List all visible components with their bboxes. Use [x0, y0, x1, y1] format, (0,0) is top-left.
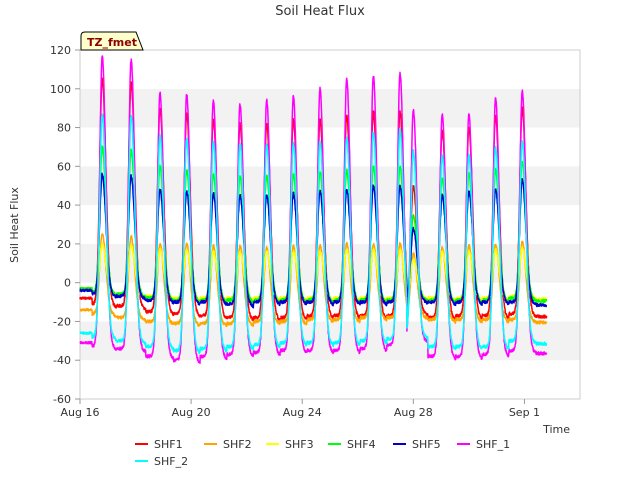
series-line-shf-2 — [79, 113, 548, 355]
x-tick-label: Aug 16 — [61, 406, 100, 419]
y-tick-label: 100 — [50, 83, 71, 96]
y-tick-label: 120 — [50, 44, 71, 57]
y-tick-label: -20 — [53, 315, 71, 328]
y-tick-label: 80 — [57, 122, 71, 135]
x-tick-label: Sep 1 — [509, 406, 540, 419]
series-lines — [79, 55, 548, 365]
grid-band — [80, 360, 580, 399]
grid-band — [80, 166, 580, 206]
grid-band — [80, 88, 580, 128]
grid-band — [80, 205, 580, 244]
y-tick-label: 20 — [57, 238, 71, 251]
plot-frame — [79, 49, 581, 400]
legend-label: SHF1 — [154, 438, 183, 451]
y-tick-label: 40 — [57, 199, 71, 212]
legend-label: SHF_1 — [476, 438, 510, 451]
site-label-background — [80, 31, 144, 51]
x-tick-label: Aug 28 — [394, 406, 433, 419]
x-tick-label: Aug 24 — [283, 406, 322, 419]
x-axis-label: Time — [542, 423, 570, 436]
x-tick-label: Aug 20 — [172, 406, 211, 419]
legend: SHF1 SHF2 SHF3 SHF4 SHF5 SHF_1 SHF_2 — [135, 438, 510, 468]
site-label: TZ_fmet — [87, 36, 137, 49]
x-axis: Aug 16 Aug 20 Aug 24 Aug 28 Sep 1 — [61, 399, 540, 419]
y-axis-label: Soil Heat Flux — [8, 187, 21, 263]
legend-label: SHF5 — [412, 438, 441, 451]
grid-band — [80, 50, 580, 89]
chart-title: Soil Heat Flux — [275, 4, 365, 19]
legend-label: SHF4 — [347, 438, 376, 451]
y-tick-label: 60 — [57, 160, 71, 173]
site-label-box: TZ_fmet — [80, 31, 144, 51]
y-tick-label: -60 — [53, 393, 71, 406]
grid-band — [80, 127, 580, 167]
legend-label: SHF2 — [223, 438, 252, 451]
y-axis: -60 -40 -20 0 20 40 60 80 100 120 — [50, 44, 80, 406]
y-tick-label: 0 — [64, 277, 71, 290]
legend-label: SHF_2 — [154, 455, 188, 468]
legend-label: SHF3 — [285, 438, 314, 451]
y-tick-label: -40 — [53, 354, 71, 367]
